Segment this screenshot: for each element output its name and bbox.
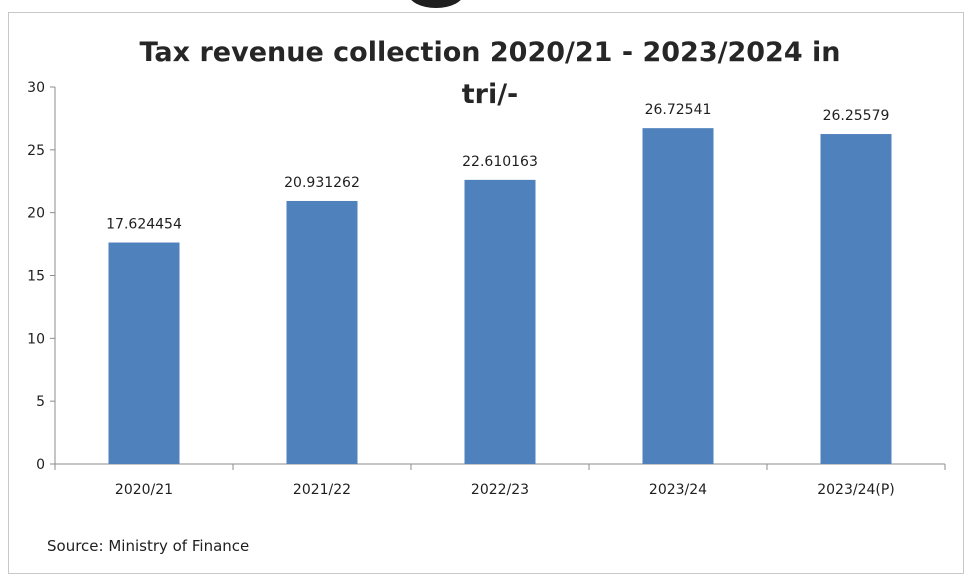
bar-1 xyxy=(108,242,180,464)
data-labels: 17.624454 20.931262 22.610163 26.72541 26.25… xyxy=(106,102,889,232)
y-tick-label: 25 xyxy=(27,143,45,159)
chart-title: Tax revenue collection 2020/21 - 2023/20… xyxy=(139,37,841,110)
x-tick-label-4: 2023/24 xyxy=(649,482,707,498)
x-tick-label-5: 2023/24(P) xyxy=(817,482,895,498)
data-label-3: 22.610163 xyxy=(462,154,538,170)
y-tick-label: 15 xyxy=(27,269,45,285)
x-tick-label-3: 2022/23 xyxy=(471,482,529,498)
y-tick-label: 20 xyxy=(27,206,45,222)
bar-2 xyxy=(286,200,358,464)
x-tick-label-2: 2021/22 xyxy=(293,482,351,498)
x-axis: 2020/21 2021/22 2022/23 2023/24 2023/24(P) xyxy=(54,463,946,498)
y-tick-label: 10 xyxy=(27,331,45,347)
bars xyxy=(108,128,892,465)
decorative-blob xyxy=(408,0,464,8)
bar-4 xyxy=(642,128,714,464)
source-note: Source: Ministry of Finance xyxy=(47,537,250,555)
y-tick-label: 0 xyxy=(36,457,45,473)
data-label-1: 17.624454 xyxy=(106,217,182,233)
y-axis: 0 5 10 15 20 25 30 xyxy=(27,80,56,473)
y-tick-label: 5 xyxy=(36,394,45,410)
data-label-2: 20.931262 xyxy=(284,175,360,191)
data-label-5: 26.25579 xyxy=(823,108,890,124)
y-tick-label: 30 xyxy=(27,80,45,96)
x-tick-label-1: 2020/21 xyxy=(115,482,173,498)
bar-3 xyxy=(464,179,536,465)
data-label-4: 26.72541 xyxy=(645,102,712,118)
bar-5 xyxy=(820,134,892,464)
